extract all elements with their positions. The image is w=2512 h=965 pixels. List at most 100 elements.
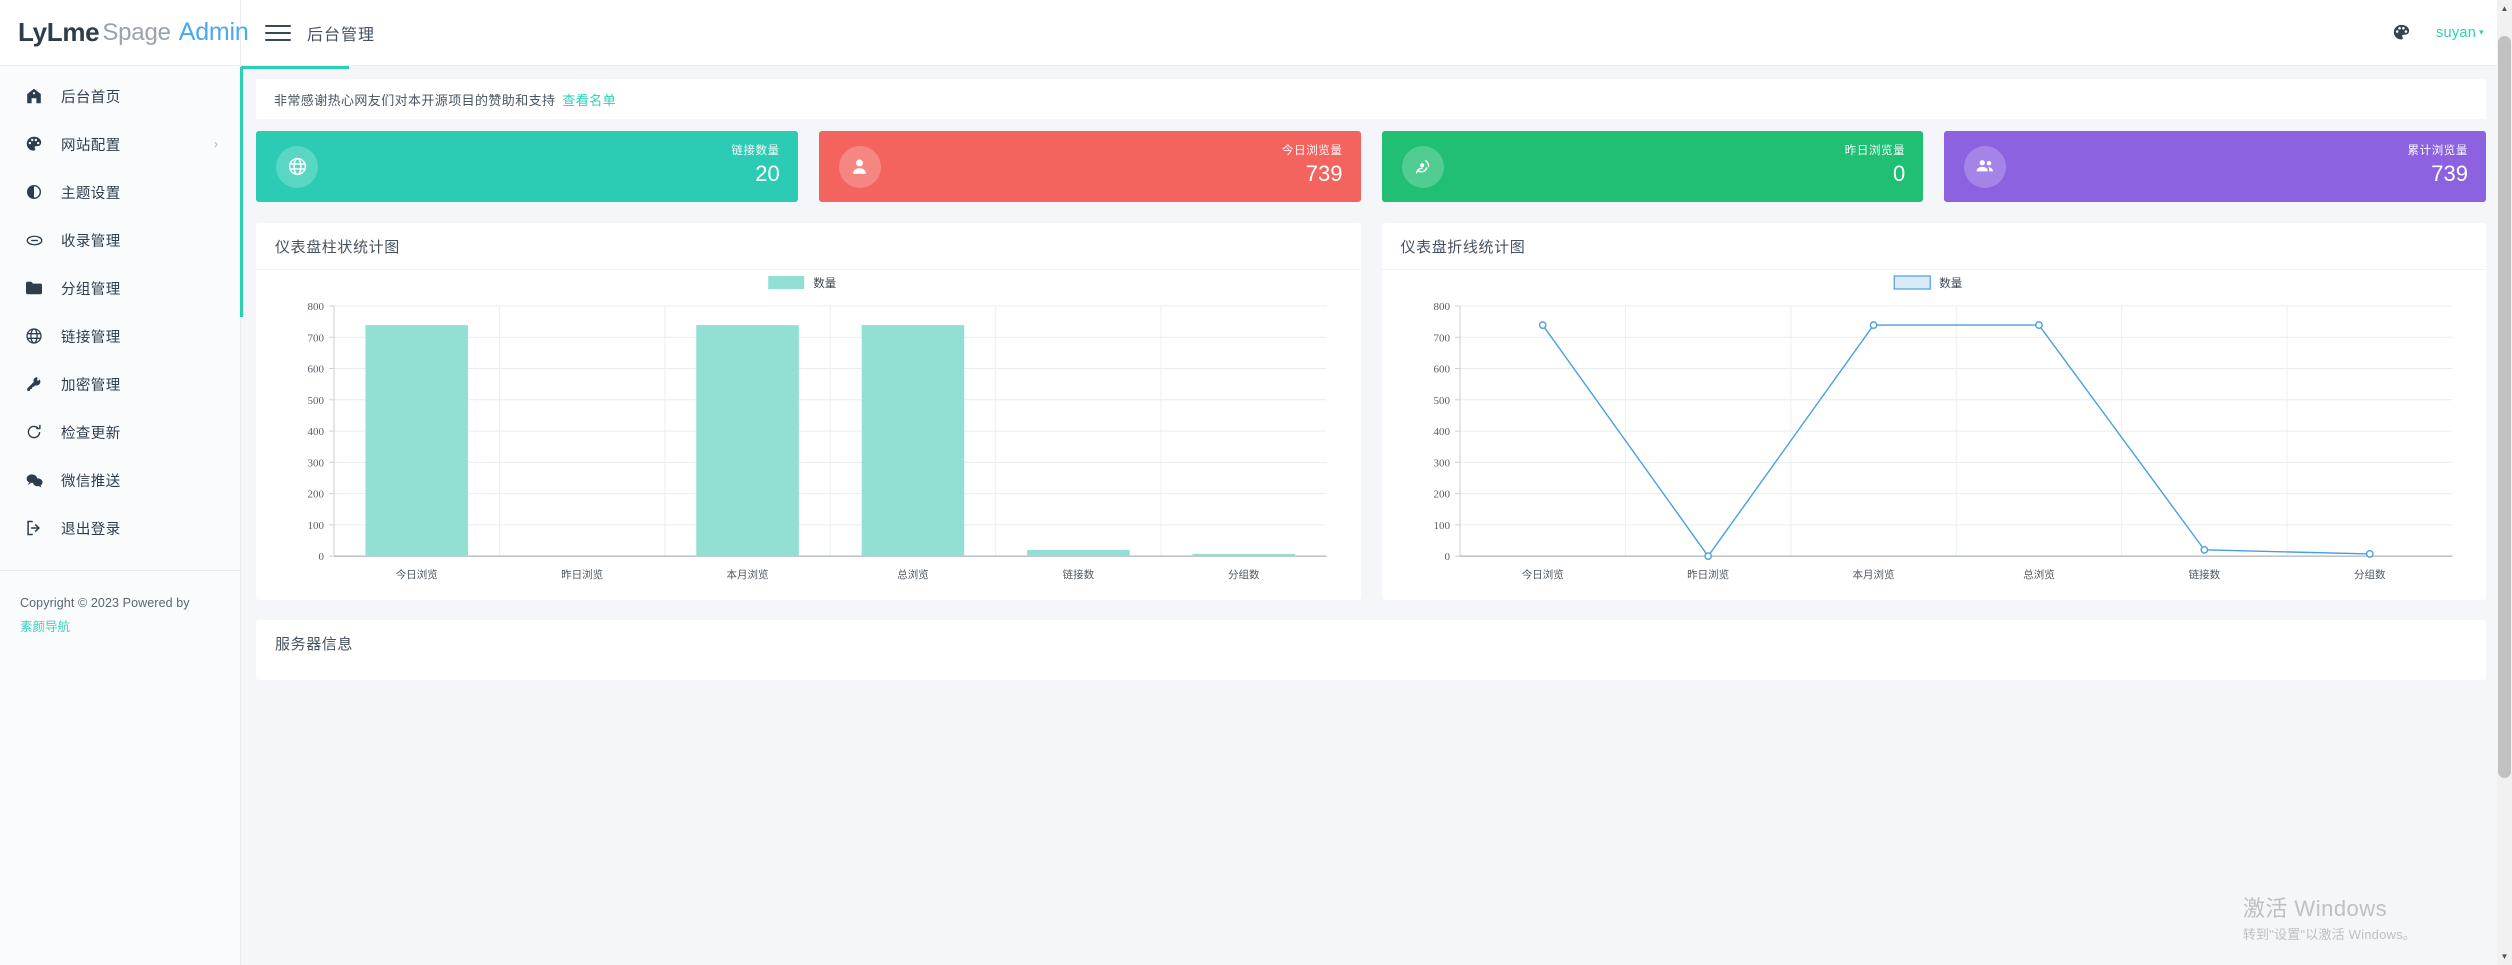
view-sponsors-link[interactable]: 查看名单 <box>562 92 617 108</box>
sidebar-item-label: 链接管理 <box>61 329 121 346</box>
sidebar-item-wechat-push[interactable]: 微信推送 <box>0 456 240 504</box>
sidebar-divider <box>0 570 240 571</box>
stat-card-value: 739 <box>1305 161 1343 187</box>
svg-text:昨日浏览: 昨日浏览 <box>1687 568 1729 581</box>
svg-text:分组数: 分组数 <box>1228 568 1260 581</box>
content-area: 非常感谢热心网友们对本开源项目的赞助和支持 查看名单 链接数量 20 <box>241 66 2512 965</box>
svg-text:0: 0 <box>1444 551 1450 563</box>
stat-card-today-views[interactable]: 今日浏览量 739 <box>818 131 1361 202</box>
sidebar-active-accent <box>240 67 243 317</box>
copyright-text: Copyright © 2023 Powered by <box>20 596 190 610</box>
server-info-title: 服务器信息 <box>275 636 354 653</box>
stat-card-label: 链接数量 <box>731 145 780 158</box>
sidebar-item-label: 后台首页 <box>61 89 121 106</box>
svg-text:昨日浏览: 昨日浏览 <box>561 568 603 581</box>
username-label: suyan <box>2435 24 2477 41</box>
main-area: 后台管理 suyan ▾ 非常感谢热心网友们对本开源项目的赞助和支持 查看名单 <box>241 0 2512 965</box>
sponsor-notice: 非常感谢热心网友们对本开源项目的赞助和支持 查看名单 <box>256 79 2486 119</box>
sidebar-item-group[interactable]: 分组管理 <box>0 264 240 312</box>
bar-chart-body: 0 100 200 300 400 500 600 700 800 今日浏览 昨日浏览 本月浏览 总浏览… <box>256 270 1361 600</box>
sidebar-item-label: 收录管理 <box>61 233 121 250</box>
svg-text:100: 100 <box>1433 520 1450 532</box>
svg-text:数量: 数量 <box>1939 276 1962 290</box>
sidebar-item-label: 微信推送 <box>61 473 121 490</box>
bar-chart-panel: 仪表盘柱状统计图 0 100 200 300 400 500 600 700 800 今日浏览 昨日… <box>256 223 1361 600</box>
footer-site-link[interactable]: 素颜导航 <box>20 619 71 634</box>
stat-card-value: 20 <box>755 161 780 187</box>
user-menu[interactable]: suyan ▾ <box>2436 25 2484 41</box>
svg-text:0: 0 <box>319 551 325 563</box>
sidebar-item-dashboard[interactable]: 后台首页 <box>0 72 240 120</box>
sidebar-item-label: 主题设置 <box>61 185 121 202</box>
svg-text:链接数: 链接数 <box>1063 568 1095 581</box>
brand-logo[interactable]: LyLme Spage Admin <box>0 0 249 66</box>
page-scrollbar-thumb[interactable] <box>2498 36 2511 778</box>
svg-text:本月浏览: 本月浏览 <box>727 568 769 581</box>
folder-icon <box>26 281 48 295</box>
svg-text:500: 500 <box>1433 395 1450 407</box>
stat-card-text: 累计浏览量 739 <box>2408 145 2469 187</box>
scroll-up-arrow-icon[interactable]: ▲ <box>2500 4 2509 13</box>
user-icon <box>838 145 881 188</box>
server-info-panel: 服务器信息 <box>256 620 2486 680</box>
svg-text:数量: 数量 <box>813 276 836 290</box>
svg-text:400: 400 <box>308 426 325 438</box>
svg-text:总浏览: 总浏览 <box>2023 568 2055 581</box>
sidebar-item-theme-settings[interactable]: 主题设置 <box>0 168 240 216</box>
line-chart-panel: 仪表盘折线统计图 0 100 200 300 400 500 600 700 800 今日浏览 昨日… <box>1381 223 2487 600</box>
svg-text:700: 700 <box>1433 332 1450 344</box>
svg-text:600: 600 <box>1433 364 1450 376</box>
svg-text:700: 700 <box>308 332 325 344</box>
svg-text:本月浏览: 本月浏览 <box>1852 568 1894 581</box>
svg-text:200: 200 <box>308 489 325 501</box>
line-chart-body: 0 100 200 300 400 500 600 700 800 今日浏览 昨日浏览 本月浏览 总浏览… <box>1382 270 2487 600</box>
chart-panels: 仪表盘柱状统计图 0 100 200 300 400 500 600 700 800 今日浏览 昨日… <box>256 223 2486 600</box>
bar-chart-title: 仪表盘柱状统计图 <box>256 223 1361 270</box>
sidebar-item-link[interactable]: 链接管理 <box>0 312 240 360</box>
svg-text:总浏览: 总浏览 <box>897 568 929 581</box>
topbar-right: suyan ▾ <box>2393 24 2484 41</box>
users-icon <box>1964 145 2007 188</box>
refresh-icon <box>26 424 48 440</box>
sidebar-menu: 后台首页 网站配置 › 主题设置 收录管理 <box>0 66 240 552</box>
bar-chart-svg[interactable]: 0 100 200 300 400 500 600 700 800 今日浏览 昨日浏览 本月浏览 总浏览… <box>256 270 1361 600</box>
brand-part-lylme: LyLme <box>18 17 100 47</box>
sidebar-item-label: 网站配置 <box>61 137 121 154</box>
notice-text: 非常感谢热心网友们对本开源项目的赞助和支持 <box>274 92 556 108</box>
globe-icon <box>276 145 318 188</box>
user-activity-icon <box>1401 145 1444 188</box>
logout-icon <box>26 520 48 536</box>
stat-card-label: 昨日浏览量 <box>1844 145 1906 158</box>
contrast-icon <box>26 184 48 200</box>
palette-icon[interactable] <box>2393 24 2410 41</box>
svg-text:分组数: 分组数 <box>2354 568 2386 581</box>
stat-card-value: 739 <box>2431 161 2468 187</box>
wechat-icon <box>26 473 48 488</box>
line-chart-svg[interactable]: 0 100 200 300 400 500 600 700 800 今日浏览 昨日浏览 本月浏览 总浏览… <box>1382 270 2487 600</box>
sidebar-item-encryption[interactable]: 加密管理 <box>0 360 240 408</box>
key-icon <box>26 376 48 392</box>
stat-card-yesterday-views[interactable]: 昨日浏览量 0 <box>1381 131 1924 202</box>
stat-cards: 链接数量 20 今日浏览量 739 <box>256 131 2486 202</box>
stat-card-links[interactable]: 链接数量 20 <box>256 131 798 202</box>
globe-icon <box>26 328 48 344</box>
svg-text:800: 800 <box>1433 301 1450 313</box>
svg-text:200: 200 <box>1433 489 1450 501</box>
stat-card-value: 0 <box>1893 161 1906 187</box>
scroll-down-arrow-icon[interactable]: ▼ <box>2500 952 2509 961</box>
brand-part-admin: Admin <box>178 18 249 46</box>
sidebar-item-check-update[interactable]: 检查更新 <box>0 408 240 456</box>
hamburger-icon[interactable] <box>265 20 291 46</box>
svg-text:800: 800 <box>308 301 325 313</box>
svg-text:链接数: 链接数 <box>2188 568 2220 581</box>
sidebar-item-site-config[interactable]: 网站配置 › <box>0 120 240 168</box>
svg-text:300: 300 <box>308 457 325 469</box>
stat-card-text: 昨日浏览量 0 <box>1845 145 1906 187</box>
chevron-down-icon: ▾ <box>2479 26 2484 37</box>
sidebar-item-label: 退出登录 <box>61 521 121 538</box>
sidebar-item-logout[interactable]: 退出登录 <box>0 504 240 552</box>
sidebar-item-label: 分组管理 <box>61 281 121 298</box>
stat-card-total-views[interactable]: 累计浏览量 739 <box>1944 131 2486 202</box>
sidebar-item-collection[interactable]: 收录管理 <box>0 216 240 264</box>
